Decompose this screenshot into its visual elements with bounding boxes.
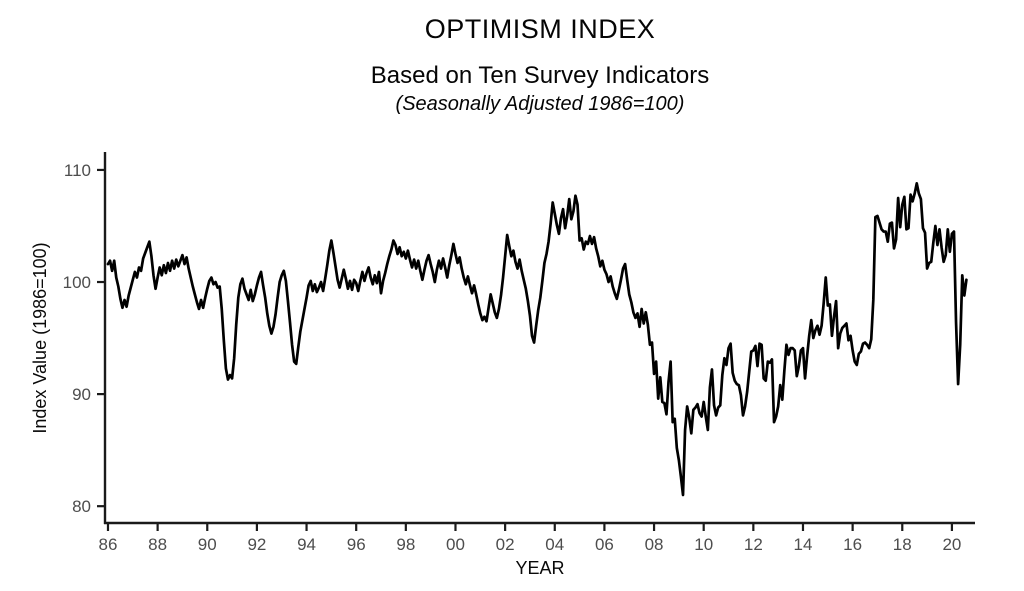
y-axis-title: Index Value (1986=100) (30, 242, 50, 433)
chart-subtitle: Based on Ten Survey Indicators (370, 62, 710, 89)
x-tick-label: 86 (99, 535, 118, 554)
chart-title: OPTIMISM INDEX (424, 14, 656, 44)
chart-subtitle-note: (Seasonally Adjusted 1986=100) (395, 93, 685, 115)
tick-labels-group: 80 90 100 110 86 88 90 92 94 96 98 00 02 04 06 08 10 12 14… (63, 161, 962, 554)
x-tick-label: 20 (942, 535, 961, 554)
x-tick-label: 08 (645, 535, 664, 554)
x-tick-label: 10 (694, 535, 713, 554)
x-tick-label: 04 (545, 535, 564, 554)
axes-group (103, 152, 975, 525)
x-axis-title: YEAR (515, 558, 564, 578)
y-tick-label: 100 (63, 273, 91, 292)
x-tick-label: 92 (247, 535, 266, 554)
x-tick-label: 96 (347, 535, 366, 554)
x-tick-label: 12 (744, 535, 763, 554)
x-tick-label: 06 (595, 535, 614, 554)
x-tick-label: 02 (496, 535, 515, 554)
x-tick-label: 00 (446, 535, 465, 554)
x-tick-label: 98 (396, 535, 415, 554)
x-tick-label: 14 (794, 535, 813, 554)
y-tick-label: 90 (72, 385, 91, 404)
x-tick-label: 94 (297, 535, 316, 554)
x-tick-label: 90 (198, 535, 217, 554)
x-tick-label: 18 (893, 535, 912, 554)
chart-header: OPTIMISM INDEX Based on Ten Survey Indic… (56, 0, 1024, 116)
y-tick-label: 110 (64, 161, 91, 180)
tick-marks-group (97, 168, 954, 531)
x-tick-label: 88 (148, 535, 167, 554)
x-tick-label: 16 (843, 535, 862, 554)
y-tick-label: 80 (72, 497, 91, 516)
optimism-line-series (106, 182, 968, 497)
